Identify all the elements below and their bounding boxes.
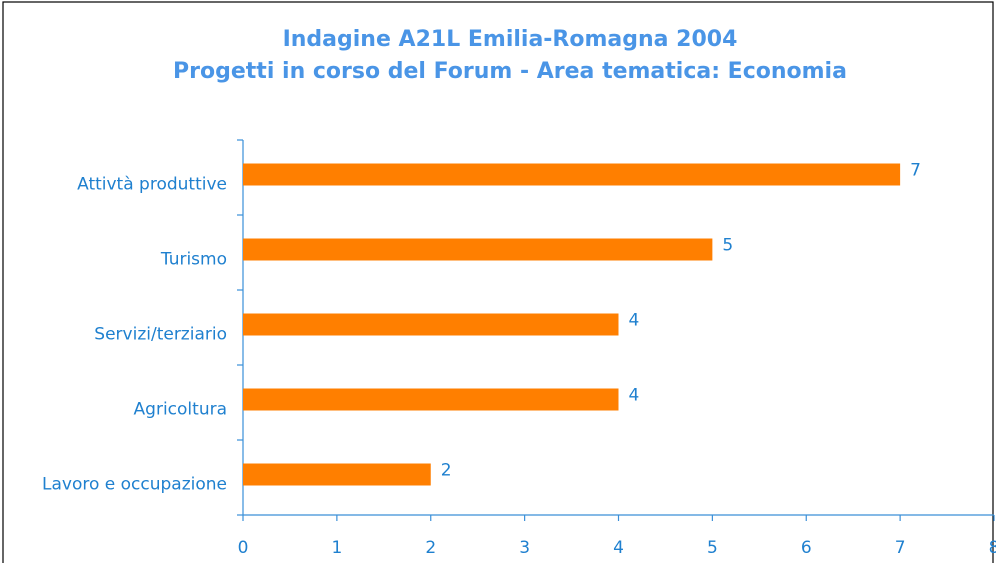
x-tick-label: 1 (331, 538, 342, 558)
y-tick-label: Agricoltura (134, 400, 227, 420)
y-tick-label: Turismo (160, 250, 227, 270)
value-label: 4 (629, 311, 640, 331)
x-tick-label: 4 (613, 538, 624, 558)
value-label: 5 (722, 236, 733, 256)
x-tick-label: 3 (519, 538, 530, 558)
bar (243, 163, 901, 186)
y-tick-label: Attivtà produttive (77, 175, 227, 195)
value-label: 7 (910, 161, 921, 181)
x-tick-label: 2 (425, 538, 436, 558)
x-tick-label: 0 (238, 538, 249, 558)
value-label: 2 (441, 461, 452, 481)
value-label: 4 (629, 386, 640, 406)
x-tick-label: 8 (989, 538, 996, 558)
bar (243, 388, 619, 411)
bar (243, 313, 619, 336)
bar (243, 463, 431, 486)
chart-title: Indagine A21L Emilia-Romagna 2004 (283, 27, 738, 52)
chart-subtitle: Progetti in corso del Forum - Area temat… (173, 59, 847, 84)
x-tick-label: 7 (895, 538, 906, 558)
x-tick-label: 6 (801, 538, 812, 558)
y-tick-label: Lavoro e occupazione (42, 475, 227, 495)
bar (243, 238, 713, 261)
x-tick-label: 5 (707, 538, 718, 558)
y-tick-label: Servizi/terziario (94, 325, 227, 345)
